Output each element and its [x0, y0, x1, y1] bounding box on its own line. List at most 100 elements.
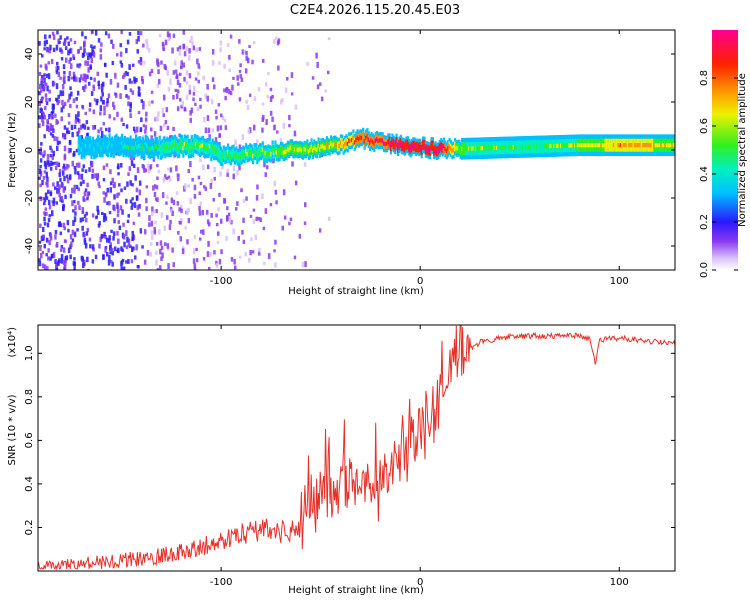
noise-speckle [73, 257, 76, 261]
noise-speckle [63, 70, 66, 75]
noise-speckle [150, 68, 154, 74]
noise-speckle [237, 236, 240, 241]
noise-speckle [38, 71, 42, 76]
ridge-core [416, 144, 419, 150]
ridge-core [665, 143, 668, 148]
ridge-core [441, 145, 444, 151]
noise-speckle [84, 36, 87, 40]
noise-speckle [171, 247, 174, 253]
noise-speckle [170, 197, 174, 204]
ridge-core [104, 142, 107, 147]
noise-speckle [187, 207, 190, 213]
noise-speckle [102, 254, 105, 260]
noise-speckle [269, 110, 273, 116]
noise-speckle [123, 241, 126, 248]
noise-speckle [73, 184, 76, 191]
ridge-core [137, 144, 140, 149]
noise-speckle [136, 205, 139, 211]
noise-speckle [81, 168, 84, 172]
noise-speckle [223, 118, 227, 123]
noise-speckle [80, 173, 84, 180]
noise-speckle [178, 207, 181, 212]
noise-speckle [39, 247, 42, 251]
noise-speckle [45, 196, 49, 201]
noise-speckle [100, 89, 104, 93]
noise-speckle [41, 263, 45, 269]
noise-speckle [49, 44, 52, 51]
ridge-core [346, 141, 349, 147]
noise-speckle [119, 43, 122, 48]
noise-speckle [137, 212, 141, 217]
ridge-core [515, 145, 518, 150]
noise-speckle [59, 35, 62, 40]
noise-speckle [47, 160, 50, 165]
noise-speckle [157, 111, 160, 118]
noise-speckle [241, 134, 245, 140]
noise-speckle [119, 205, 123, 211]
noise-speckle [49, 256, 52, 261]
ridge-core [250, 150, 253, 155]
ridge-core [547, 144, 550, 149]
ridge-core [254, 149, 257, 154]
noise-speckle [120, 266, 123, 270]
ridge-core [83, 147, 86, 152]
ridge-core [437, 148, 440, 153]
noise-speckle [50, 113, 53, 117]
noise-speckle [61, 99, 64, 106]
noise-speckle [145, 206, 148, 211]
noise-speckle [57, 66, 60, 71]
noise-speckle [64, 257, 67, 264]
noise-speckle [68, 140, 72, 144]
ridge-core [579, 143, 582, 148]
noise-speckle [59, 231, 63, 236]
ridge-core [313, 145, 316, 150]
ridge-core [217, 149, 220, 155]
noise-speckle [248, 257, 251, 263]
noise-speckle [67, 130, 71, 134]
noise-speckle [136, 49, 139, 54]
noise-speckle [119, 93, 122, 99]
noise-speckle [227, 212, 231, 217]
ridge-core [415, 145, 418, 150]
noise-speckle [79, 217, 83, 223]
ridge-core [614, 143, 617, 148]
noise-speckle [187, 169, 190, 174]
ridge-core [479, 146, 482, 151]
ridge-core [268, 151, 271, 156]
ridge-core [192, 145, 195, 150]
spectrogram-y-label: Frequency (Hz) [7, 112, 18, 188]
noise-speckle [76, 63, 79, 68]
noise-speckle [40, 252, 43, 259]
noise-speckle [111, 247, 114, 252]
ridge-core [646, 143, 649, 148]
noise-speckle [74, 119, 78, 124]
noise-speckle [133, 76, 136, 82]
ridge-core [311, 148, 315, 153]
noise-speckle [167, 37, 171, 42]
noise-speckle [294, 104, 298, 110]
noise-speckle [219, 40, 223, 46]
noise-speckle [83, 40, 86, 47]
noise-speckle [91, 244, 95, 250]
ridge-core [466, 146, 469, 151]
noise-speckle [42, 112, 45, 118]
noise-speckle [180, 60, 183, 66]
noise-speckle [101, 212, 104, 216]
noise-speckle [73, 124, 77, 130]
noise-speckle [137, 90, 141, 97]
noise-speckle [227, 43, 230, 48]
ridge-core [576, 143, 579, 148]
noise-speckle [225, 235, 228, 241]
noise-speckle [245, 196, 248, 201]
noise-speckle [219, 171, 222, 177]
ridge-core [568, 143, 571, 148]
noise-speckle [179, 65, 183, 69]
noise-speckle [174, 60, 177, 66]
noise-speckle [61, 84, 65, 90]
ridge-core [449, 146, 453, 151]
noise-speckle [71, 229, 75, 236]
ridge-core [429, 148, 432, 153]
noise-speckle [253, 96, 257, 102]
noise-speckle [84, 188, 88, 192]
noise-speckle [293, 255, 297, 260]
